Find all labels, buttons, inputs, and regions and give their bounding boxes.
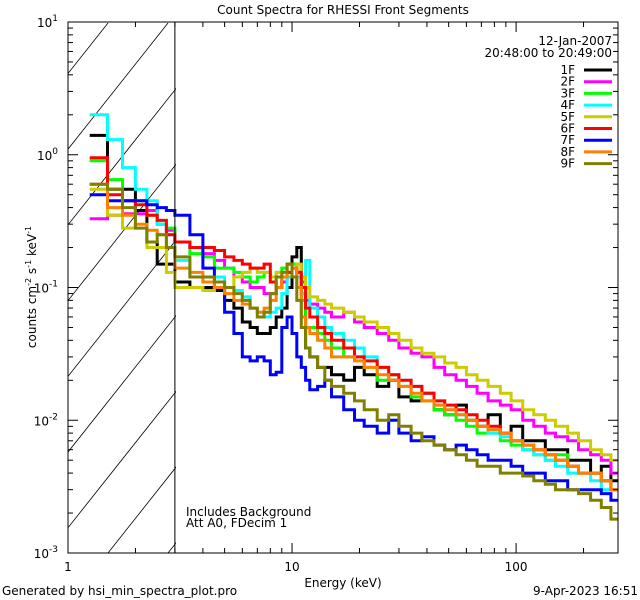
legend-label: 6F: [560, 122, 575, 136]
hatch-line: [68, 87, 176, 226]
date-label: 12-Jan-2007: [538, 34, 612, 48]
hatch-line: [68, 390, 176, 529]
series-7F: [89, 193, 618, 502]
hatch-line: [68, 22, 169, 150]
hatch-line: [68, 239, 176, 377]
y-tick-label: 10-1: [34, 280, 58, 296]
legend-label: 2F: [560, 75, 575, 89]
chart-title: Count Spectra for RHESSI Front Segments: [217, 3, 469, 17]
x-axis-label: Energy (keV): [304, 576, 381, 590]
footer-generator: Generated by hsi_min_spectra_plot.pro: [2, 584, 237, 598]
x-tick-label: 1: [64, 560, 72, 574]
legend-label: 9F: [560, 157, 575, 171]
y-axis-label: counts cm-2 s-1 keV-1: [24, 226, 39, 348]
series-4F: [89, 113, 618, 492]
y-tick-label: 10-3: [34, 545, 58, 561]
footer-timestamp: 9-Apr-2023 16:51: [533, 584, 638, 598]
legend-label: 3F: [560, 86, 575, 100]
annotation-attenuator: Att A0, FDecim 1: [186, 516, 287, 530]
y-tick-label: 10-2: [34, 412, 58, 428]
series-9F: [89, 182, 618, 521]
x-tick-label: 10: [284, 560, 299, 574]
legend-label: 8F: [560, 145, 575, 159]
legend-label: 4F: [560, 98, 575, 112]
legend-label: 1F: [560, 63, 575, 77]
annotation-background: Includes Background: [186, 505, 311, 519]
axis-ticks: [67, 21, 618, 554]
time-range-label: 20:48:00 to 20:49:00: [485, 46, 612, 60]
x-tick-label: 100: [505, 560, 528, 574]
y-tick-label: 101: [37, 14, 58, 30]
legend-label: 5F: [560, 110, 575, 124]
series-2F: [89, 209, 618, 475]
hatch-line: [107, 466, 176, 553]
y-tick-label: 100: [37, 147, 58, 163]
legend-label: 7F: [560, 133, 575, 147]
series-1F: [89, 133, 618, 483]
